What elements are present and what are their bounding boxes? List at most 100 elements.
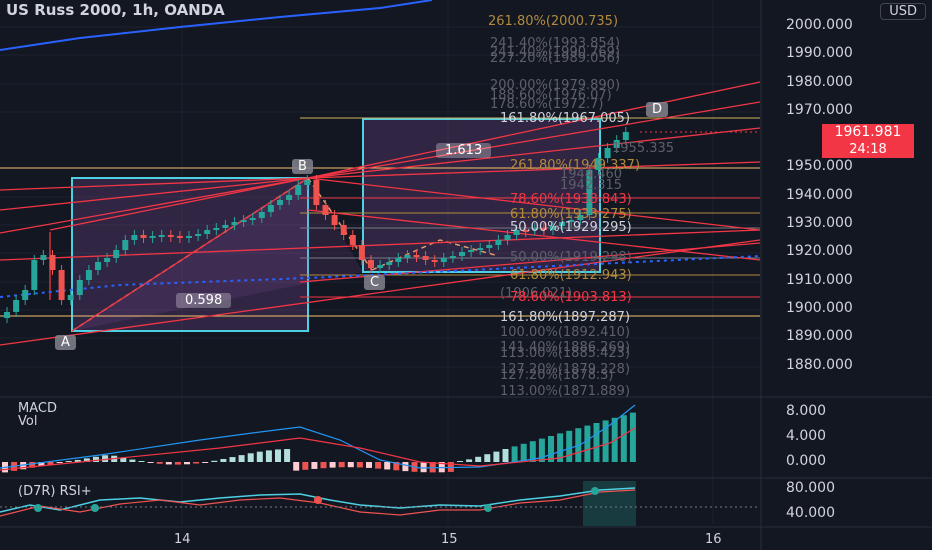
candle-body [413,255,420,257]
support-dashed-line [0,255,761,298]
pattern-point-b[interactable]: B [292,159,313,174]
rsi-title[interactable]: (D7R) RSI+ [18,484,92,499]
pattern-dash-cd [371,239,496,271]
candle-body [595,158,602,170]
candle-body [267,205,274,212]
candle-body [586,170,593,215]
macd-bar [156,462,163,464]
macd-bar [65,461,72,462]
trend-fan[interactable] [0,81,761,346]
candle-body [122,240,129,250]
candle-body [477,248,484,250]
candle-body [431,260,438,262]
fib-level-label: 78.60%(1903.813) [510,290,632,305]
macd-bar [402,462,409,472]
pattern-point-d[interactable]: D [646,102,669,117]
candle-body [331,215,338,225]
signal-line [0,427,636,471]
candle-body [449,256,456,258]
candle-body [286,195,293,200]
price-axis-label: 1920.000 [786,243,853,259]
macd-bar [202,462,209,463]
macd-bar [302,462,309,470]
pattern-triangle [72,178,363,331]
macd-bar [393,462,400,471]
macd-bar [147,462,154,463]
macd-bar [93,456,99,462]
candle-body [167,235,174,237]
candle-body [176,236,183,238]
candle-body [149,236,156,238]
candle-body [140,235,147,238]
candle-body [58,270,65,300]
candle-body [440,258,447,262]
candle-body [4,312,10,318]
pattern-point-a[interactable]: A [55,335,76,350]
candle-body [386,262,393,265]
candle-body [31,260,38,290]
rsi-axis-label: 80.000 [786,480,835,496]
candle-body [158,235,165,237]
price-axis-label: 1980.000 [786,74,853,90]
macd-bar [284,449,291,462]
fib-level-label: 141.40%(1886.269) [500,340,631,355]
candle-body [604,148,611,158]
rsi-line [0,487,636,513]
candle-body [40,255,47,260]
pattern-point-c[interactable]: C [364,275,386,290]
fib-level-label: 1955.335 [612,141,675,156]
macd-bar [502,449,509,462]
fib-level-label: 200.00%(1979.890) [490,78,621,93]
macd-axis-label: 0.000 [786,453,827,469]
fib-level-label: 241.40%(1990.769) [490,45,621,60]
candle-body [258,212,265,218]
candle-body [531,228,538,230]
currency-button[interactable]: USD [880,3,926,20]
candle-body [231,222,238,225]
macd-bar [557,433,564,462]
fib-level-label: 241.40%(1993.854) [490,36,621,51]
candle-body [340,225,347,235]
macd-bar [129,459,136,462]
macd-bar [529,441,536,462]
macd-bar [138,461,145,462]
candle-body [104,258,111,262]
candle-body [186,236,192,238]
macd-bar [165,462,172,465]
candle-body [513,230,520,235]
candle-body [349,235,356,245]
macd-bar [265,450,272,462]
macd-line [0,404,636,469]
candle-body [85,270,92,280]
candle-body [295,185,302,195]
candle-body [222,225,229,228]
macd-bar [520,443,527,462]
candle-countdown: 24:18 [822,141,914,158]
macd-bar [311,462,318,469]
macd-title[interactable]: MACD [18,401,57,416]
fib-level-label: 161.80%(1897.287) [500,310,631,325]
macd-bar [329,462,336,468]
candle-body [504,235,511,240]
fib-level-label: 50.00%(1929.295) [510,220,632,235]
macd-bar [566,430,573,462]
price-axis-label: 1970.000 [786,102,853,118]
fib-level-label: 1942.315 [560,178,623,193]
macd-bar [538,438,545,462]
symbol-title[interactable]: US Russ 2000, 1h, OANDA [6,1,225,19]
rsi-cross-dot [314,496,322,504]
fib-level-label: 100.00%(1892.410) [500,325,631,340]
rsi-cross-dot [34,504,42,512]
price-axis-label: 1990.000 [786,45,853,61]
vol-title[interactable]: Vol [18,414,38,429]
price-axis-label: 1890.000 [786,328,853,344]
candle-body [368,260,374,268]
candle-body [395,258,402,262]
candle-body [486,245,493,248]
macd-bar [493,451,500,462]
time-axis-label: 16 [705,532,722,547]
candle-body [613,140,620,148]
fib-level-label: 78.60%(1938.843) [510,192,632,207]
macd-bar [184,462,190,465]
